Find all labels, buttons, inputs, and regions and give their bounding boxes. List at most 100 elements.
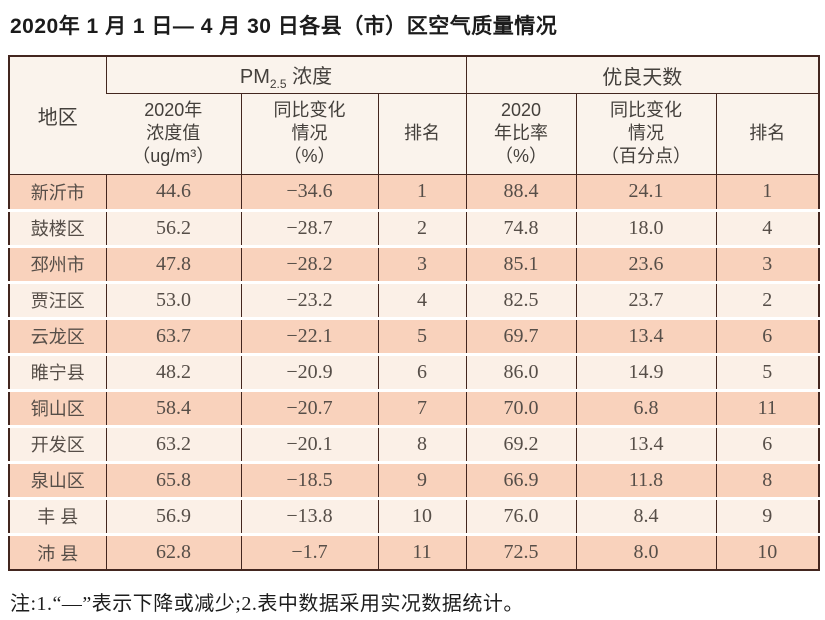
- cell-good-change: 6.8: [575, 388, 717, 427]
- header-pm25-rank: 排名: [377, 93, 467, 175]
- cell-pm25-value: 63.2: [105, 424, 241, 463]
- cell-pm25-rank: 9: [377, 460, 467, 499]
- cell-pm25-value: 56.2: [105, 208, 241, 247]
- cell-good-change: 13.4: [575, 316, 717, 355]
- cell-pm25-change: −22.1: [240, 316, 378, 355]
- header-good-rank: 排名: [715, 93, 820, 175]
- cell-pm25-value: 63.7: [105, 316, 241, 355]
- table-header: 地区 PM2.5 浓度 优良天数 2020年 浓度值 （ug/m³） 同比变化 …: [9, 56, 820, 175]
- cell-pm25-change: −18.5: [240, 460, 378, 499]
- cell-pm25-rank: 2: [377, 208, 467, 247]
- cell-pm25-rank: 4: [377, 280, 467, 319]
- pm25-label-prefix: PM: [239, 65, 270, 88]
- cell-good-rate: 69.2: [465, 424, 577, 463]
- table-row: 铜山区 58.4 −20.7 7 70.0 6.8 11: [9, 388, 820, 427]
- cell-pm25-change: −1.7: [240, 532, 378, 571]
- cell-region: 沛 县: [9, 532, 106, 571]
- cell-good-rate: 76.0: [465, 496, 577, 535]
- cell-pm25-rank: 7: [377, 388, 467, 427]
- cell-pm25-rank: 3: [377, 244, 467, 283]
- cell-good-rate: 74.8: [465, 208, 577, 247]
- table-row: 沛 县 62.8 −1.7 11 72.5 8.0 10: [9, 532, 820, 571]
- cell-region: 新沂市: [30, 182, 85, 203]
- cell-good-change: 14.9: [575, 352, 717, 391]
- cell-good-rank: 3: [715, 244, 820, 283]
- cell-good-change: 8.0: [575, 532, 717, 571]
- cell-good-rank: 4: [715, 208, 820, 247]
- header-pm25-group: PM2.5 浓度: [105, 56, 467, 94]
- table-row: 云龙区 63.7 −22.1 5 69.7 13.4 6: [9, 316, 820, 355]
- cell-region: 邳州市: [9, 244, 106, 283]
- cell-pm25-rank: 1: [377, 174, 467, 211]
- cell-region: 贾汪区: [9, 280, 106, 319]
- table-body: 新沂市 44.6 −34.6 1 88.4 24.1 1 鼓楼区 56.2 −28.7 2 74.8 1…: [9, 174, 820, 571]
- cell-pm25-change: −20.9: [240, 352, 378, 391]
- cell-region: 云龙区: [9, 316, 106, 355]
- cell-pm25-value: 62.8: [105, 532, 241, 571]
- header-good-days-group: 优良天数: [465, 56, 820, 94]
- cell-good-change: 23.7: [575, 280, 717, 319]
- cell-good-rank: 2: [715, 280, 820, 319]
- cell-good-change: 24.1: [575, 174, 717, 211]
- table-row: 邳州市 47.8 −28.2 3 85.1 23.6 3: [9, 244, 820, 283]
- table-row: 鼓楼区 56.2 −28.7 2 74.8 18.0 4: [9, 208, 820, 247]
- cell-good-change: 8.4: [575, 496, 717, 535]
- cell-region: 泉山区: [9, 460, 106, 499]
- cell-good-change: 13.4: [575, 424, 717, 463]
- cell-good-rate: 70.0: [465, 388, 577, 427]
- cell-good-rate: 72.5: [465, 532, 577, 571]
- table-row: 贾汪区 53.0 −23.2 4 82.5 23.7 2: [9, 280, 820, 319]
- cell-good-rate: 86.0: [465, 352, 577, 391]
- air-quality-table: 地区 PM2.5 浓度 优良天数 2020年 浓度值 （ug/m³） 同比变化 …: [8, 55, 821, 572]
- cell-pm25-value: 65.8: [105, 460, 241, 499]
- table-row: 新沂市 44.6 −34.6 1 88.4 24.1 1: [9, 174, 820, 211]
- cell-pm25-rank: 8: [377, 424, 467, 463]
- cell-good-rate: 85.1: [465, 244, 577, 283]
- cell-good-rate: 82.5: [465, 280, 577, 319]
- cell-pm25-value: 47.8: [105, 244, 241, 283]
- cell-pm25-rank: 10: [377, 496, 467, 535]
- cell-good-rank: 11: [715, 388, 820, 427]
- cell-pm25-value: 44.6: [105, 174, 241, 211]
- cell-good-rank: 8: [715, 460, 820, 499]
- cell-good-rank: 1: [715, 174, 820, 211]
- table-row: 丰 县 56.9 −13.8 10 76.0 8.4 9: [9, 496, 820, 535]
- table-row: 开发区 63.2 −20.1 8 69.2 13.4 6: [9, 424, 820, 463]
- cell-good-rate: 69.7: [465, 316, 577, 355]
- cell-pm25-value: 53.0: [105, 280, 241, 319]
- cell-pm25-change: −28.7: [240, 208, 378, 247]
- cell-pm25-change: −28.2: [240, 244, 378, 283]
- cell-pm25-rank: 5: [377, 316, 467, 355]
- cell-pm25-change: −23.2: [240, 280, 378, 319]
- footnote: 注:1.“—”表示下降或减少;2.表中数据采用实况数据统计。: [10, 593, 524, 616]
- cell-good-change: 18.0: [575, 208, 717, 247]
- cell-good-rate: 66.9: [465, 460, 577, 499]
- header-good-change: 同比变化 情况 （百分点）: [575, 93, 717, 175]
- table-row: 睢宁县 48.2 −20.9 6 86.0 14.9 5: [9, 352, 820, 391]
- cell-pm25-change: −20.1: [240, 424, 378, 463]
- pm25-label-subscript: 2.5: [269, 76, 287, 91]
- header-pm25-change: 同比变化 情况 （%）: [240, 93, 378, 175]
- cell-pm25-change: −20.7: [240, 388, 378, 427]
- cell-region: 睢宁县: [9, 352, 106, 391]
- cell-region: 鼓楼区: [9, 208, 106, 247]
- cell-pm25-value: 58.4: [105, 388, 241, 427]
- header-region: 地区: [9, 56, 106, 175]
- cell-pm25-change: −13.8: [240, 496, 378, 535]
- cell-pm25-value: 48.2: [105, 352, 241, 391]
- page-title: 2020年 1 月 1 日— 4 月 30 日各县（市）区空气质量情况: [10, 15, 558, 38]
- cell-good-rank: 6: [715, 316, 820, 355]
- table-row: 泉山区 65.8 −18.5 9 66.9 11.8 8: [9, 460, 820, 499]
- cell-good-rate: 88.4: [465, 174, 577, 211]
- cell-region: 丰 县: [9, 496, 106, 535]
- header-group-row: 地区 PM2.5 浓度 优良天数: [9, 56, 820, 175]
- cell-pm25-rank: 11: [377, 532, 467, 571]
- header-pm25-value: 2020年 浓度值 （ug/m³）: [106, 93, 241, 175]
- cell-pm25-rank: 6: [377, 352, 467, 391]
- cell-good-rank: 9: [715, 496, 820, 535]
- pm25-label-suffix: 浓度: [286, 65, 333, 88]
- cell-good-rank: 10: [715, 532, 820, 571]
- cell-good-rank: 5: [715, 352, 820, 391]
- cell-good-change: 11.8: [575, 460, 717, 499]
